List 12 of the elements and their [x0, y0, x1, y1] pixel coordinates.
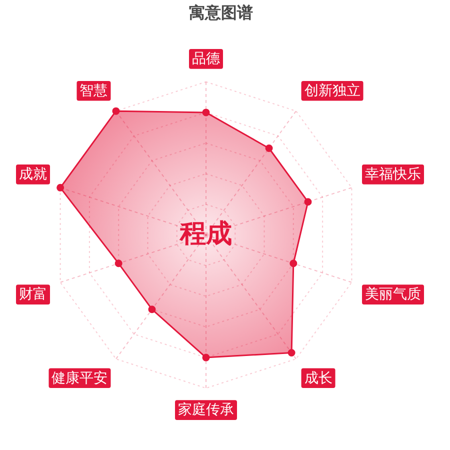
spoke-label: 成就: [19, 166, 47, 183]
spoke-label: 幸福快乐: [365, 166, 421, 183]
spoke-label: 家庭传承: [178, 402, 234, 418]
spoke-label: 创新独立: [304, 82, 360, 99]
text: 程成: [179, 218, 232, 249]
spoke-label: 美丽气质: [365, 286, 421, 303]
chart-title: 寓意图谱: [189, 2, 253, 22]
spoke-label: 成长: [304, 370, 332, 386]
spoke-label: 品德: [192, 51, 220, 68]
spoke-label: 智慧: [80, 82, 108, 99]
spoke-label: 财富: [19, 286, 47, 303]
spoke-label: 健康平安: [52, 370, 108, 386]
